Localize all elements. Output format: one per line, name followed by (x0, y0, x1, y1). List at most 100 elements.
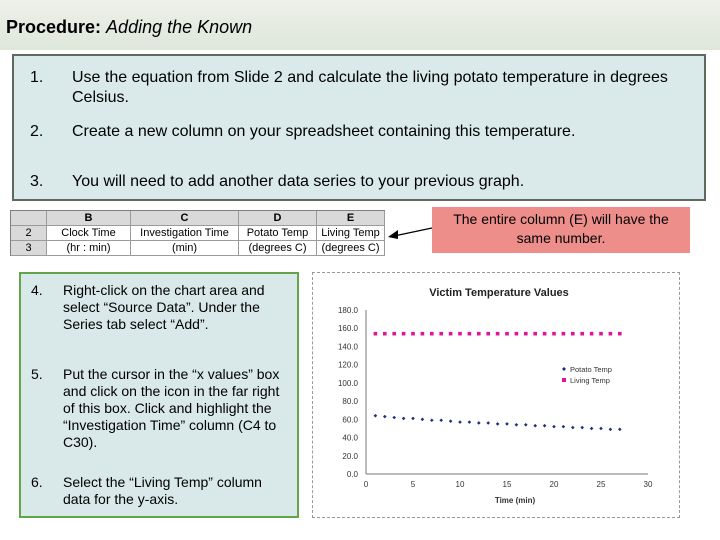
y-tick-label: 180.0 (338, 306, 359, 315)
y-tick-label: 40.0 (342, 434, 358, 443)
step-text: Select the “Living Temp” column data for… (63, 474, 262, 507)
data-point-living-temp (514, 331, 519, 336)
data-point-living-temp (373, 331, 378, 336)
data-point-potato-temp (383, 414, 387, 419)
step-number: 4. (31, 282, 43, 298)
data-point-potato-temp (514, 423, 519, 427)
data-point-potato-temp (552, 424, 556, 429)
data-point-living-temp (448, 331, 453, 336)
data-point-potato-temp (608, 427, 613, 432)
data-point-living-temp (505, 331, 509, 336)
data-point-living-temp (383, 331, 387, 336)
data-point-living-temp (467, 331, 472, 336)
left-steps-box: 4. Right-click on the chart area and sel… (19, 272, 299, 518)
data-point-living-temp (439, 331, 443, 336)
legend-entry: Potato Temp (570, 365, 612, 374)
temperature-chart: Victim Temperature Values 0.0 20.0 40.0 60.0… (338, 287, 653, 505)
step-number: 5. (31, 366, 43, 382)
col-header-d: D (239, 211, 317, 226)
sheet-row-3: 3 (hr : min) (min) (degrees C) (degrees … (11, 241, 385, 256)
x-tick-label: 20 (550, 480, 559, 489)
sheet-cell: (min) (131, 241, 239, 256)
data-point-living-temp (533, 331, 537, 336)
data-point-potato-temp (495, 422, 500, 426)
step-text: Right-click on the chart area and select… (63, 282, 265, 332)
y-tick-label: 140.0 (338, 342, 359, 351)
top-steps-box: 1. Use the equation from Slide 2 and cal… (12, 54, 706, 201)
data-point-potato-temp (458, 420, 462, 424)
step-number: 2. (30, 123, 44, 140)
x-tick-label: 15 (503, 480, 512, 489)
sheet-cell: (degrees C) (239, 241, 317, 256)
data-point-potato-temp (505, 422, 509, 426)
sheet-cell: (hr : min) (47, 241, 131, 256)
sheet-cell: Investigation Time (131, 226, 239, 241)
data-point-potato-temp (618, 427, 622, 432)
data-point-living-temp (608, 331, 613, 336)
data-point-potato-temp (542, 423, 547, 428)
spreadsheet-snippet: B C D E 2 Clock Time Investigation Time … (10, 210, 385, 256)
data-point-living-temp (618, 331, 622, 336)
column-header-row: B C D E (11, 211, 385, 226)
y-tick-label: 20.0 (342, 452, 358, 461)
corner-cell (11, 211, 47, 226)
chart-title: Victim Temperature Values (429, 287, 569, 299)
legend-marker-potato-temp (562, 367, 566, 371)
data-point-living-temp (552, 331, 556, 336)
data-point-living-temp (495, 331, 500, 336)
data-point-potato-temp (392, 415, 396, 420)
x-tick-label: 30 (644, 480, 653, 489)
data-point-living-temp (477, 331, 481, 336)
data-point-living-temp (420, 331, 425, 336)
data-point-living-temp (458, 331, 462, 336)
title-italic: Adding the Known (106, 17, 253, 37)
data-point-potato-temp (401, 416, 406, 421)
y-tick-label: 100.0 (338, 379, 359, 388)
chart-area[interactable]: Victim Temperature Values 0.0 20.0 40.0 60.0… (312, 272, 680, 518)
data-point-living-temp (599, 331, 603, 336)
title-bold: Procedure: (6, 17, 102, 37)
data-point-living-temp (524, 331, 528, 336)
x-tick-label: 0 (364, 480, 369, 489)
data-point-potato-temp (524, 423, 528, 427)
callout-arrow-icon (388, 227, 433, 239)
y-tick-label: 120.0 (338, 361, 359, 370)
col-header-e: E (317, 211, 385, 226)
data-point-potato-temp (373, 413, 378, 418)
title-bar: Procedure: Adding the Known (0, 0, 720, 50)
data-point-living-temp (392, 331, 396, 336)
data-point-living-temp (571, 331, 575, 336)
x-tick-label: 25 (597, 480, 606, 489)
step-text: Use the equation from Slide 2 and calcul… (72, 69, 668, 106)
data-point-living-temp (486, 331, 490, 336)
step-text: You will need to add another data series… (72, 173, 525, 190)
y-tick-label: 160.0 (338, 324, 359, 333)
sheet-cell: Potato Temp (239, 226, 317, 241)
data-point-living-temp (542, 331, 547, 336)
data-point-potato-temp (486, 421, 490, 425)
x-tick-label: 5 (411, 480, 416, 489)
data-point-potato-temp (561, 424, 566, 429)
data-point-living-temp (411, 331, 415, 336)
x-axis-label: Time (min) (495, 496, 536, 505)
data-point-potato-temp (571, 425, 575, 430)
data-point-potato-temp (580, 425, 584, 430)
step-number: 6. (31, 474, 43, 490)
legend-entry: Living Temp (570, 376, 610, 385)
data-point-living-temp (401, 331, 406, 336)
sheet-cell: Clock Time (47, 226, 131, 241)
legend-marker-living-temp (562, 378, 566, 382)
sheet-row-2: 2 Clock Time Investigation Time Potato T… (11, 226, 385, 241)
col-header-c: C (131, 211, 239, 226)
row-number: 2 (11, 226, 47, 241)
step-text: Create a new column on your spreadsheet … (72, 123, 576, 140)
data-point-living-temp (430, 331, 434, 336)
slide-title: Procedure: Adding the Known (6, 17, 252, 38)
sheet-cell: (degrees C) (317, 241, 385, 256)
data-point-potato-temp (448, 419, 453, 423)
y-tick-label: 0.0 (347, 470, 359, 479)
data-point-potato-temp (411, 416, 415, 421)
step-number: 3. (30, 173, 44, 190)
data-point-potato-temp (599, 426, 603, 431)
data-point-potato-temp (589, 426, 594, 431)
